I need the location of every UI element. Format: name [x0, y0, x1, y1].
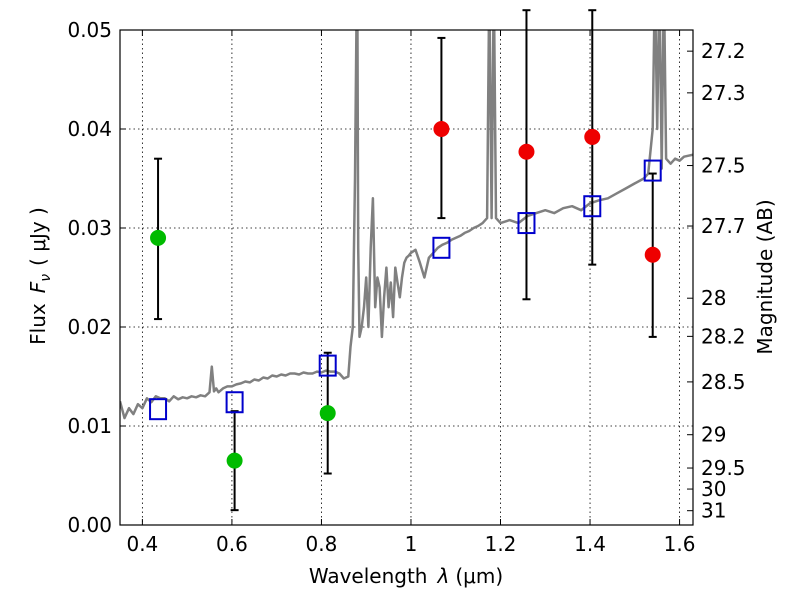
magnitude-tick-label: 30 [701, 477, 726, 501]
upper-limit-point [644, 246, 661, 263]
model-photometry-squares [149, 159, 662, 421]
x-tick-label: 1.4 [574, 532, 606, 556]
y-tick-label: 0.05 [67, 18, 112, 42]
magnitude-tick-label: 28.5 [701, 370, 746, 394]
magnitude-tick-label: 27.5 [701, 154, 746, 178]
y-tick-label: 0.00 [67, 513, 112, 537]
detection-point [226, 452, 243, 469]
y-tick-label: 0.01 [67, 414, 112, 438]
model-photometry-marker [583, 195, 602, 218]
x-axis-label: Wavelength λ (μm) [309, 564, 503, 588]
x-tick-label: 1.6 [664, 532, 696, 556]
magnitude-tick-label: 27.2 [701, 39, 746, 63]
plot-frame [119, 29, 694, 526]
x-tick-label: 0.6 [216, 532, 248, 556]
magnitude-tick-label: 29 [701, 423, 726, 447]
y-axis-label: FluxFν( μJy ) [26, 207, 54, 345]
model-photometry-marker [643, 159, 662, 182]
detection-point [150, 229, 167, 246]
x-axis-ticks: 0.4 0.6 0.8 1 1.2 1.4 1.6 [126, 30, 695, 556]
magnitude-tick-label: 31 [701, 499, 726, 523]
magnitude-tick-label: 27.3 [701, 81, 746, 105]
model-photometry-marker [149, 398, 168, 421]
x-tick-label: 0.4 [126, 532, 158, 556]
grid-lines [120, 29, 693, 526]
y-tick-label: 0.04 [67, 117, 112, 141]
upper-limit-point [584, 128, 601, 145]
y-axis-ticks: 0.00 0.01 0.02 0.03 0.04 0.05 [67, 18, 126, 537]
upper-limit-point [433, 121, 450, 137]
model-photometry-marker [318, 354, 337, 377]
magnitude-tick-label: 28.2 [701, 324, 746, 348]
upper-limit-point [518, 143, 535, 160]
observed-points [150, 121, 661, 469]
model-photometry-marker [517, 212, 536, 235]
magnitude-tick-label: 27.7 [701, 214, 746, 238]
model-sed-line [120, 30, 693, 420]
plot-area [120, 30, 693, 420]
x-tick-label: 1.2 [485, 532, 517, 556]
magnitude-tick-label: 28 [701, 286, 726, 310]
y-tick-label: 0.03 [67, 216, 112, 240]
magnitude-tick-label: 29.5 [701, 456, 746, 480]
magnitude-axis-label: Magnitude (AB) [753, 199, 777, 354]
x-tick-label: 1 [405, 532, 418, 556]
model-photometry-marker [225, 391, 244, 414]
y-tick-label: 0.02 [67, 315, 112, 339]
x-tick-label: 0.8 [306, 532, 338, 556]
detection-point [319, 405, 336, 422]
model-photometry-marker [432, 236, 451, 259]
